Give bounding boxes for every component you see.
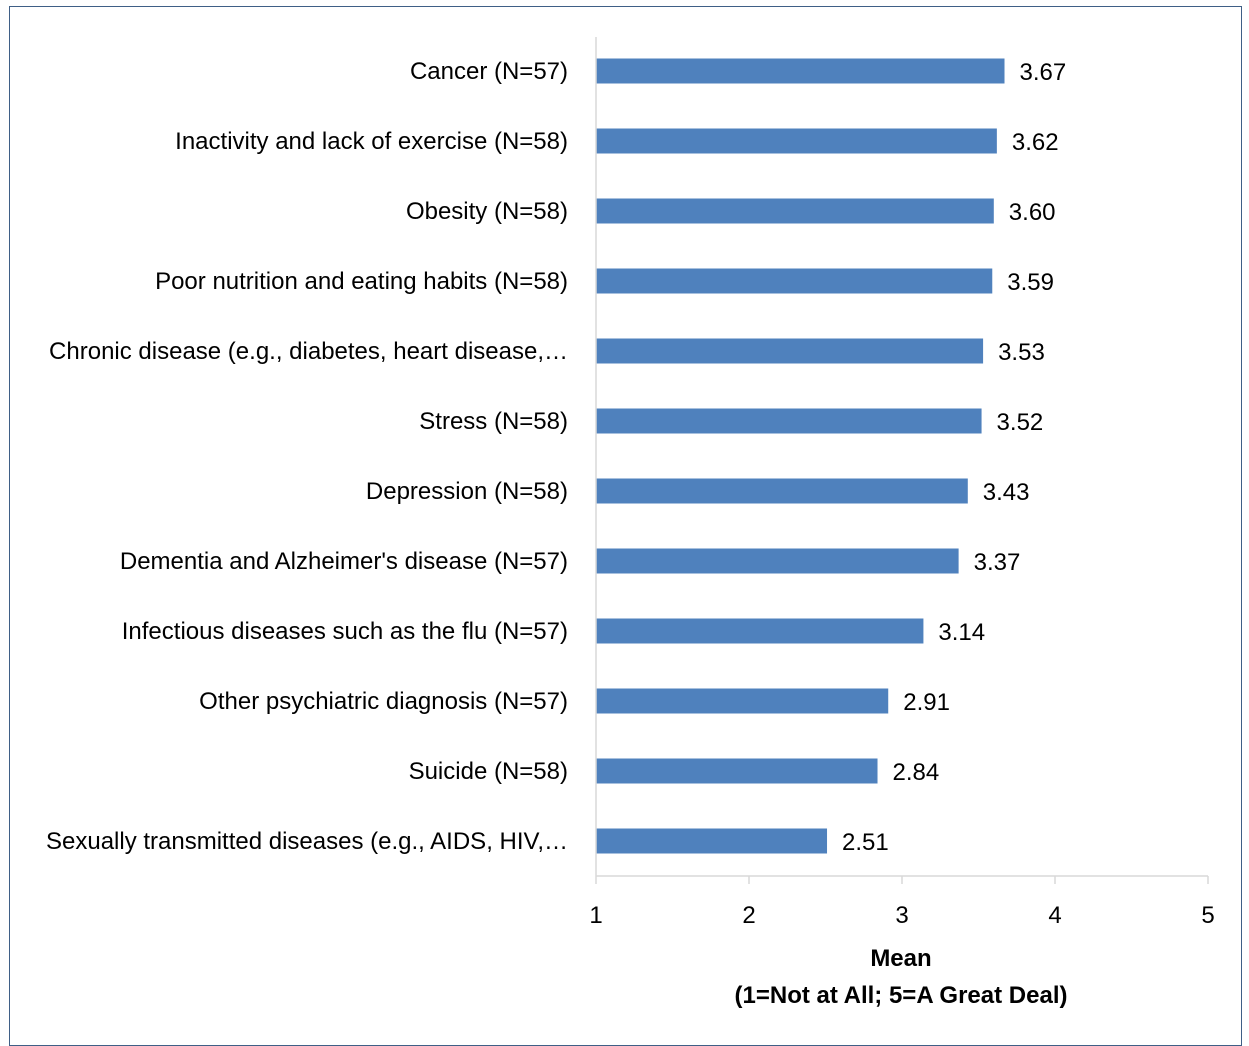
category-label: Chronic disease (e.g., diabetes, heart d… — [49, 338, 568, 365]
x-axis-title-line1: Mean — [870, 945, 931, 972]
category-label: Other psychiatric diagnosis (N=57) — [199, 688, 568, 715]
data-label: 3.37 — [974, 549, 1021, 576]
bar — [596, 58, 1005, 84]
data-label: 3.52 — [997, 409, 1044, 436]
data-label: 3.60 — [1009, 199, 1056, 226]
bar — [596, 688, 889, 714]
chart-frame — [9, 6, 1242, 1046]
category-label: Inactivity and lack of exercise (N=58) — [175, 128, 568, 155]
data-label: 3.43 — [983, 479, 1030, 506]
category-label: Cancer (N=57) — [410, 58, 568, 85]
category-label: Sexually transmitted diseases (e.g., AID… — [46, 828, 568, 855]
bar — [596, 128, 997, 154]
bar — [596, 548, 959, 574]
category-label: Stress (N=58) — [419, 408, 568, 435]
bar — [596, 268, 993, 294]
x-axis: 1 2 3 4 5 — [589, 37, 1215, 929]
x-tick-label: 3 — [895, 902, 908, 929]
bar — [596, 338, 984, 364]
data-label: 2.51 — [842, 829, 889, 856]
data-label: 3.67 — [1020, 59, 1067, 86]
x-axis-title-line2: (1=Not at All; 5=A Great Deal) — [735, 982, 1068, 1009]
data-label: 3.14 — [938, 619, 985, 646]
category-label: Poor nutrition and eating habits (N=58) — [155, 268, 568, 295]
bars-layer: Cancer (N=57) 3.67 Inactivity and lack of … — [46, 58, 1066, 856]
category-label: Depression (N=58) — [366, 478, 568, 505]
bar — [596, 478, 968, 504]
x-tick-label: 2 — [742, 902, 755, 929]
data-label: 2.84 — [893, 759, 940, 786]
data-label: 3.53 — [998, 339, 1045, 366]
data-label: 3.59 — [1007, 269, 1054, 296]
category-label: Suicide (N=58) — [409, 758, 568, 785]
bar — [596, 408, 982, 434]
category-label: Dementia and Alzheimer's disease (N=57) — [120, 548, 568, 575]
x-tick-label: 4 — [1048, 902, 1061, 929]
bar — [596, 758, 878, 784]
category-label: Infectious diseases such as the flu (N=5… — [122, 618, 568, 645]
x-tick-label: 1 — [589, 902, 602, 929]
category-label: Obesity (N=58) — [406, 198, 568, 225]
data-label: 2.91 — [903, 689, 950, 716]
bar — [596, 828, 828, 854]
bar — [596, 618, 924, 644]
bar — [596, 198, 994, 224]
x-tick-label: 5 — [1201, 902, 1214, 929]
data-label: 3.62 — [1012, 129, 1059, 156]
